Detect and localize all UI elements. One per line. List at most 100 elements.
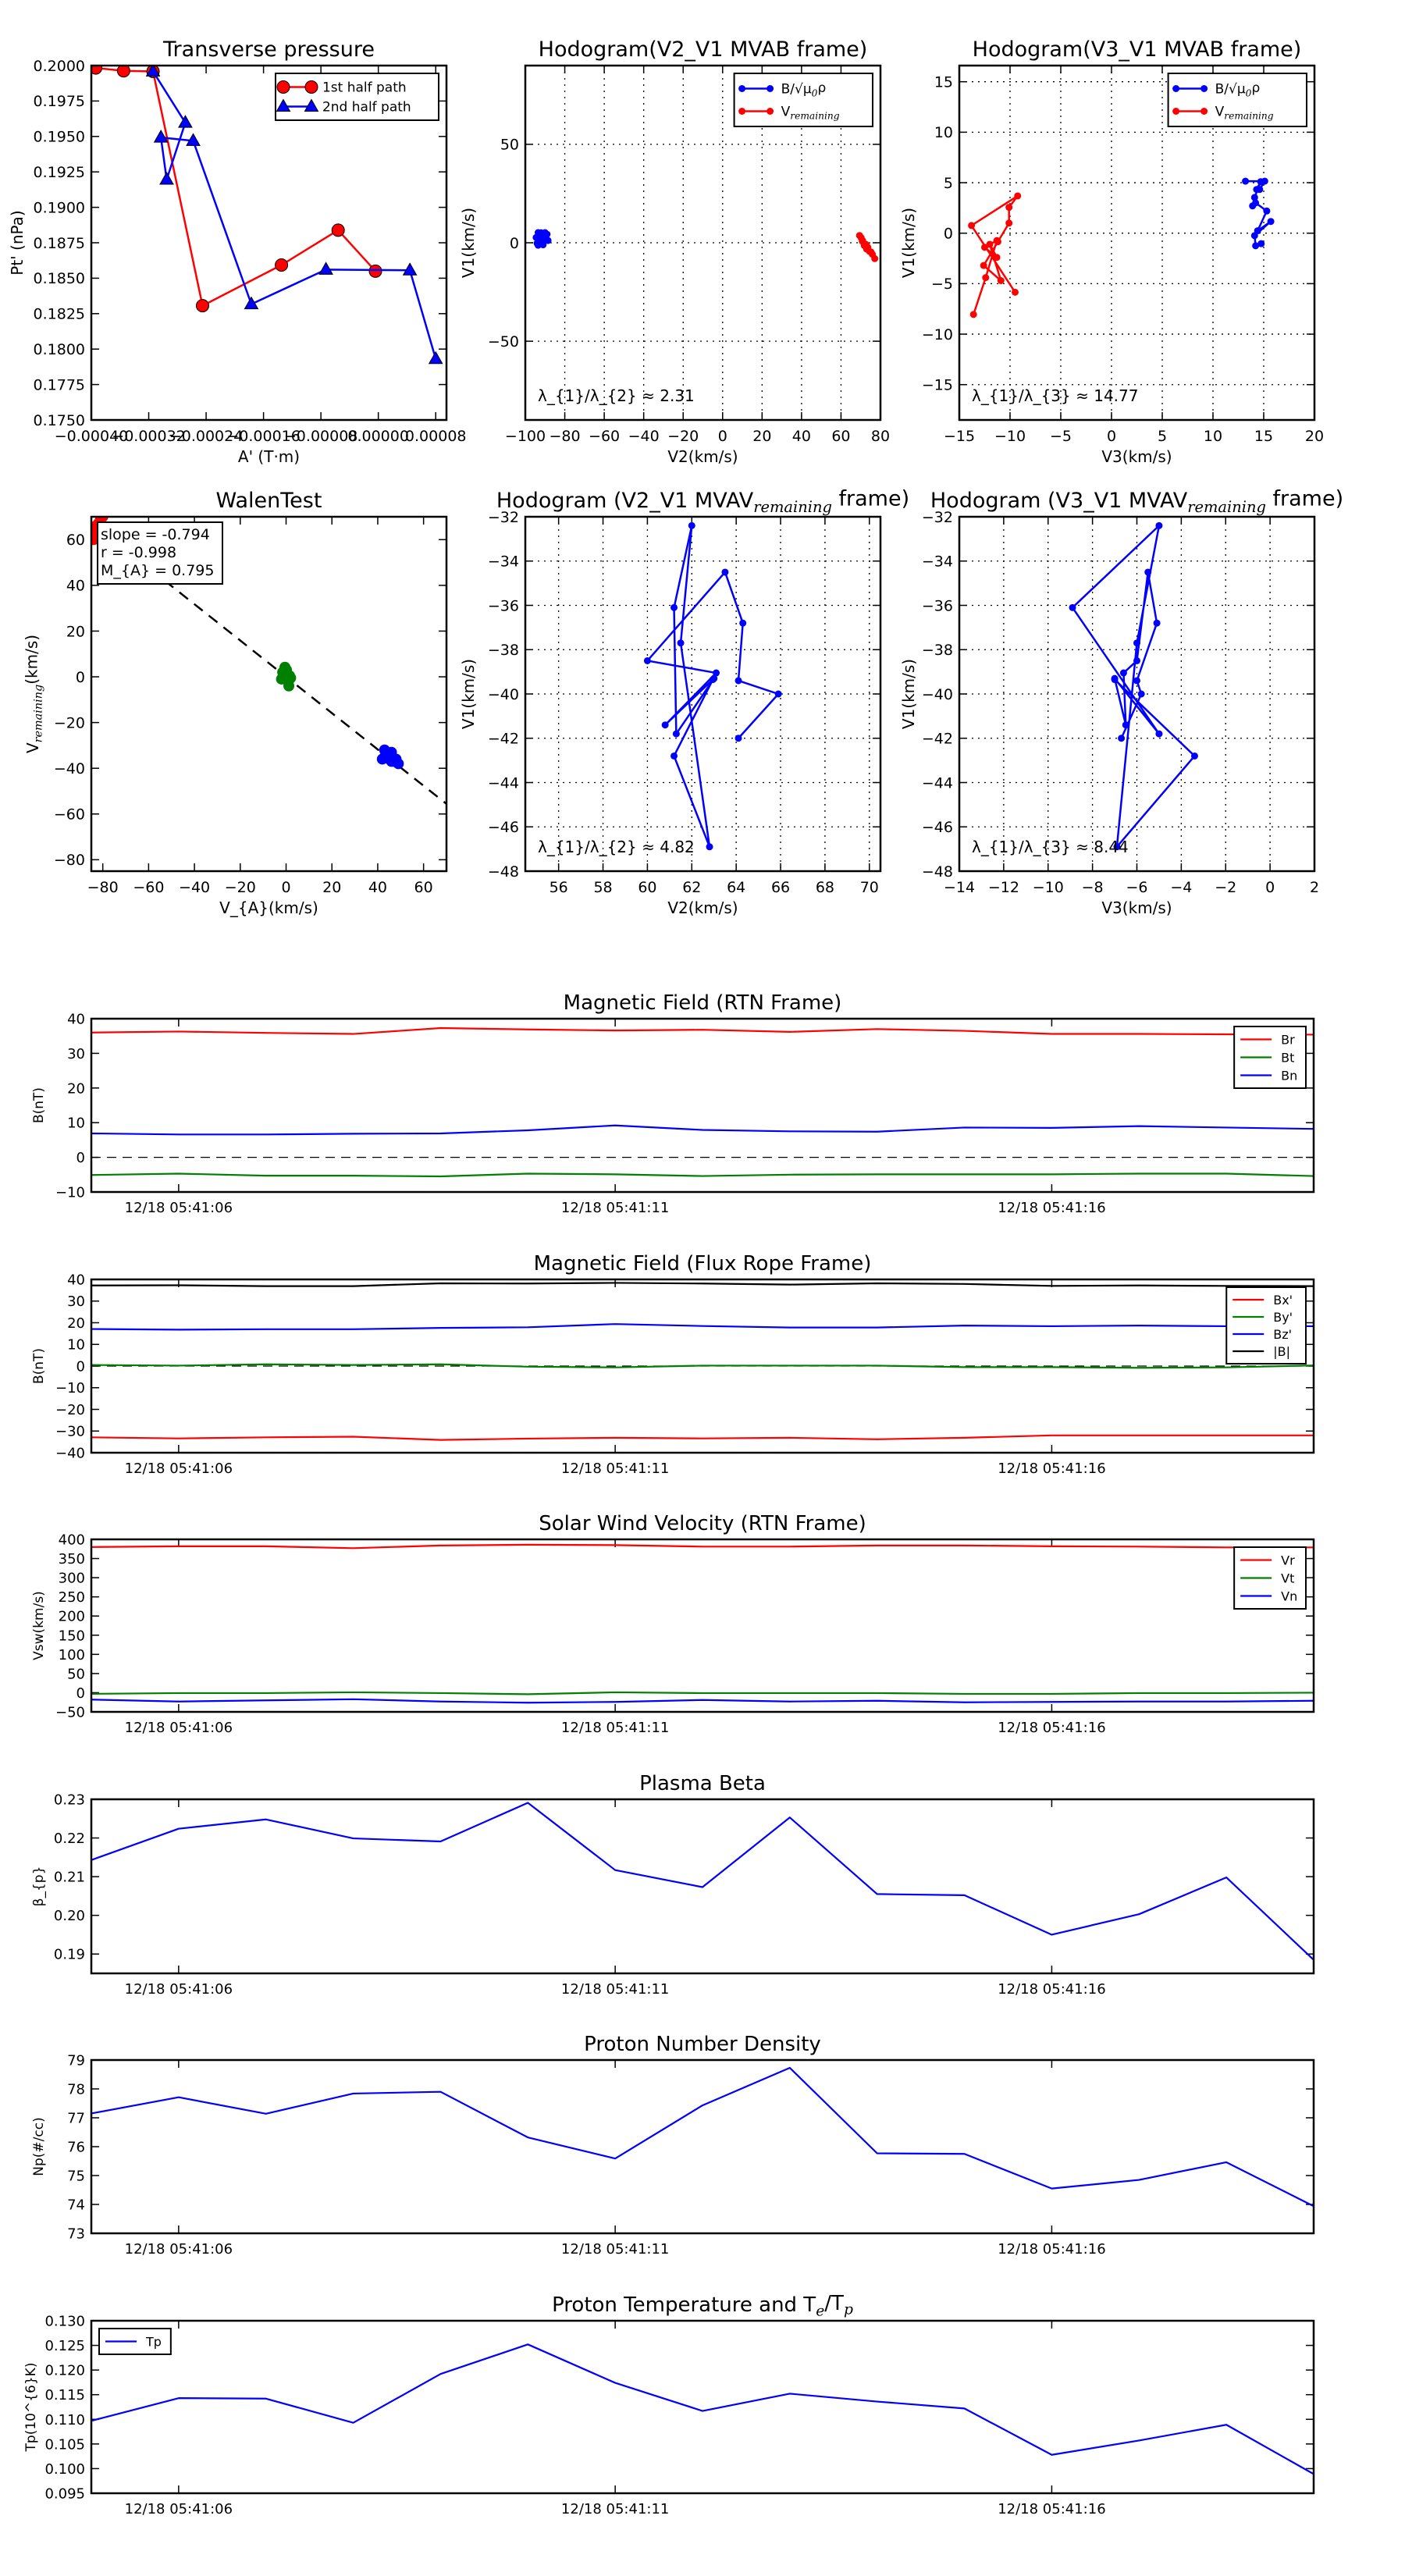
- legend-label: Vremaining: [1215, 105, 1274, 122]
- axes-frame: [90, 1798, 1315, 1975]
- y-tick-label: −20: [55, 1402, 85, 1418]
- x-tick-label: 0.00008: [405, 428, 467, 445]
- legend-label: Vr: [1281, 1553, 1295, 1567]
- series-0-point: [1133, 677, 1140, 685]
- axes-frame: [90, 1538, 1315, 1713]
- y-tick-label: 300: [59, 1571, 85, 1587]
- series-v-remaining--point: [986, 240, 994, 248]
- series-b-0--point: [1263, 207, 1271, 215]
- x-tick-label: 12/18 05:41:16: [998, 2501, 1105, 2517]
- y-tick-label: −15: [922, 377, 953, 394]
- axes-frame: [90, 1017, 1315, 1194]
- y-tick-label: −34: [922, 553, 953, 571]
- y-tick-label: 20: [67, 1315, 85, 1332]
- x-tick-label: 64: [727, 879, 745, 896]
- fit-statistic: r = -0.998: [101, 544, 176, 561]
- y-tick-label: −38: [488, 642, 519, 659]
- x-tick-label: 62: [682, 879, 701, 896]
- series-0-line: [646, 525, 780, 849]
- axes-frame: [524, 64, 882, 422]
- series-0-point: [739, 619, 747, 627]
- y-axis-label: V1(km/s): [459, 659, 478, 729]
- y-tick-label: −10: [922, 326, 953, 343]
- y-tick-label: 0.095: [44, 2485, 85, 2502]
- legend-label: B/√μ0ρ: [781, 80, 827, 98]
- legend-label: B/√μ0ρ: [1215, 80, 1261, 98]
- plot-area: [91, 1802, 1314, 1961]
- y-tick-label: −40: [922, 686, 953, 703]
- x-tick-label: −2: [1215, 879, 1236, 896]
- y-tick-label: 350: [59, 1551, 85, 1567]
- legend-label: Bx': [1273, 1293, 1293, 1308]
- y-tick-label: 40: [67, 1272, 85, 1288]
- series--b--line: [91, 1282, 1314, 1287]
- x-tick-label: 12/18 05:41:06: [125, 1720, 233, 1736]
- y-tick-label: −50: [488, 333, 519, 350]
- legend-item: Vremaining: [738, 105, 840, 121]
- series-br-line: [91, 1026, 1314, 1036]
- series-v-remaining--point: [982, 274, 990, 282]
- axes-frame: [90, 64, 448, 422]
- chart-title: Hodogram (V3_V1 MVAVremaining frame): [930, 487, 1343, 516]
- y-tick-label: 0: [76, 1685, 85, 1702]
- x-tick-label: 20: [322, 879, 341, 896]
- legend-marker: [738, 108, 746, 115]
- y-tick-label: 200: [59, 1609, 85, 1625]
- series-0-point: [735, 735, 742, 742]
- y-tick-label: −20: [54, 714, 85, 731]
- y-tick-label: 0.1925: [34, 164, 85, 181]
- series-vn-line: [91, 1698, 1314, 1704]
- y-tick-label: 10: [934, 124, 953, 141]
- legend-item: 1st half path: [276, 80, 407, 96]
- x-axis-label: V2(km/s): [667, 898, 738, 917]
- x-tick-label: 0: [718, 428, 727, 445]
- series-0-point: [1153, 619, 1161, 627]
- series-b-0--point: [1257, 240, 1265, 247]
- y-tick-label: −34: [488, 553, 519, 571]
- y-tick-label: −32: [922, 509, 953, 526]
- y-tick-label: −36: [922, 597, 953, 614]
- series-bn-line: [91, 1124, 1314, 1136]
- x-tick-label: 20: [752, 428, 771, 445]
- series-0-point: [713, 669, 720, 677]
- y-tick-label: 60: [66, 532, 85, 549]
- series-0-point: [670, 752, 678, 760]
- x-tick-label: 12/18 05:41:06: [125, 1200, 233, 1216]
- y-tick-label: 0.100: [44, 2461, 85, 2478]
- legend-label: 1st half path: [322, 80, 407, 96]
- x-tick-label: −14: [944, 879, 975, 896]
- hodogram-v2-v1-mvab-chart: −100 −80 −60 −40 −20 0 20 40 60 80 −50 0 50 Hodogram(…: [459, 37, 890, 466]
- y-tick-label: 0.105: [44, 2436, 85, 2453]
- series-tp-line: [91, 2343, 1314, 2475]
- series-0-point: [735, 677, 742, 685]
- series-0-point: [661, 721, 669, 729]
- axes-frame: [524, 515, 882, 873]
- series-0-point: [670, 603, 678, 611]
- legend-box: [274, 73, 440, 121]
- x-tick-label: 12/18 05:41:11: [561, 1200, 669, 1216]
- series-b-0--point: [536, 233, 544, 240]
- legend-item: Vr: [1240, 1553, 1295, 1567]
- series-v-remaining--point: [1005, 204, 1013, 212]
- legend-item: Tp: [105, 2334, 162, 2349]
- series-bt-line: [91, 1172, 1314, 1178]
- hodogram-v3-v1-mvab-chart: −15 −10 −5 0 5 10 15 20 −15 −10 −5 0 5 10 15 Hodogram(V…: [899, 37, 1324, 466]
- legend: Bx' By' Bz' |B|: [1225, 1286, 1307, 1364]
- legend-item: Br: [1240, 1032, 1295, 1047]
- series-0-point: [706, 843, 713, 851]
- legend-item: Vt: [1240, 1571, 1294, 1585]
- plot-area: [643, 521, 782, 851]
- y-tick-label: −44: [922, 774, 953, 792]
- y-tick-label: −5: [931, 276, 953, 293]
- series-0-point: [643, 656, 651, 664]
- x-axis-label: V3(km/s): [1101, 447, 1172, 466]
- x-tick-label: −15: [944, 428, 975, 445]
- y-tick-label: 0.1875: [34, 235, 85, 252]
- x-tick-label: −80: [550, 428, 581, 445]
- y-tick-label: 0.2000: [34, 58, 85, 75]
- x-tick-label: −80: [87, 879, 119, 896]
- y-tick-label: 0.1950: [34, 129, 85, 146]
- eigenvalue-ratio-annotation: λ_{1}/λ_{3} ≈ 8.44: [972, 838, 1129, 856]
- y-tick-label: 0.1975: [34, 93, 85, 110]
